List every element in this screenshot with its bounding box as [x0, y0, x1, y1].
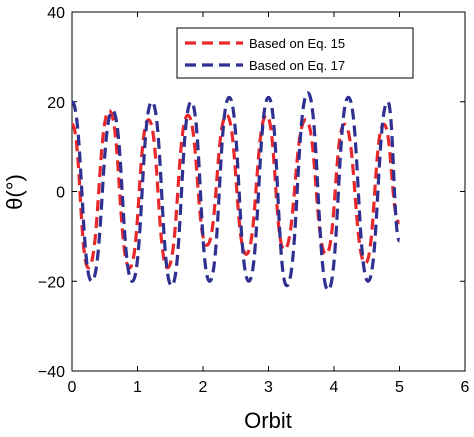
x-tick-label: 5 [395, 379, 404, 396]
x-axis-title: Orbit [244, 408, 292, 433]
y-tick-label: 40 [47, 5, 65, 22]
legend: Based on Eq. 15 Based on Eq. 17 [176, 27, 414, 79]
x-tick-label: 1 [133, 379, 142, 396]
x-tick-label: 6 [461, 379, 470, 396]
series-line-1 [70, 109, 402, 270]
y-tick-label: 0 [56, 185, 65, 202]
legend-label-1: Based on Eq. 15 [249, 36, 345, 51]
y-tick-label: 20 [47, 95, 65, 112]
legend-label-2: Based on Eq. 17 [249, 58, 345, 73]
series-line-2 [70, 91, 402, 292]
y-axis-title: θ(°) [2, 174, 27, 210]
y-tick-label: −40 [38, 364, 65, 381]
axis-ticks: 0 1 2 3 4 5 6 40 20 0 −20 −40 [38, 5, 470, 396]
series-layer [70, 91, 402, 292]
y-tick-label: −20 [38, 274, 65, 291]
x-tick-label: 3 [264, 379, 273, 396]
x-tick-label: 2 [199, 379, 208, 396]
x-tick-label: 0 [68, 379, 77, 396]
x-tick-label: 4 [330, 379, 339, 396]
legend-box [176, 27, 414, 79]
